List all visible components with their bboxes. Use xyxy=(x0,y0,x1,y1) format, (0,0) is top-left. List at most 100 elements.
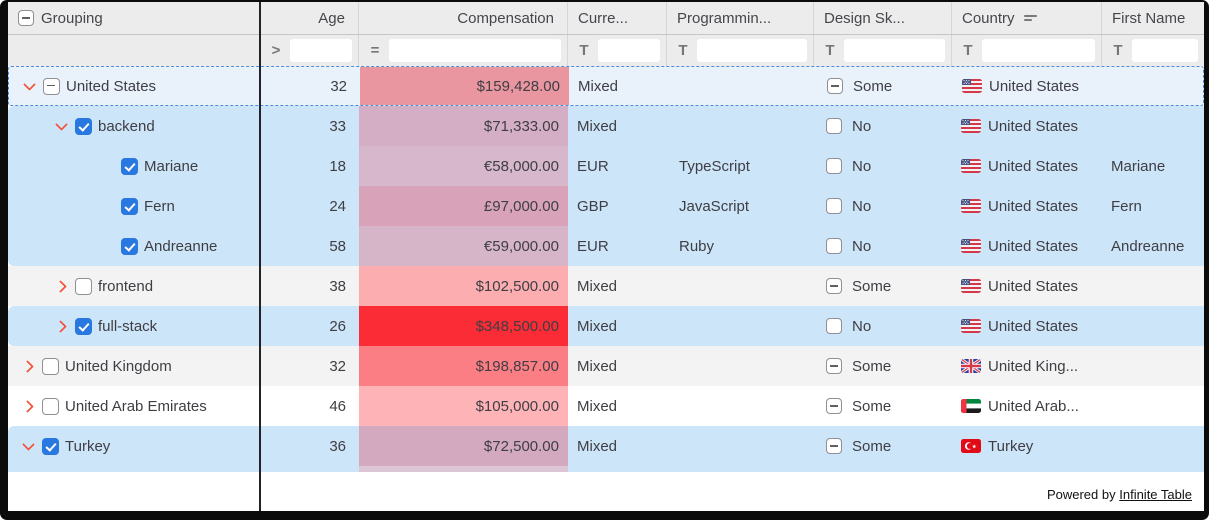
currency-cell: Mixed xyxy=(577,117,618,135)
curr-filter-input[interactable] xyxy=(598,39,660,62)
design-skills-checkbox[interactable] xyxy=(826,118,842,134)
expander-chevron-icon[interactable] xyxy=(55,119,69,133)
age-filter-input[interactable] xyxy=(290,39,352,62)
design-skills-checkbox[interactable] xyxy=(826,358,842,374)
compensation-cell: $71,333.00 xyxy=(359,106,568,146)
design-skills-checkbox[interactable] xyxy=(826,198,842,214)
first-name-cell xyxy=(1102,346,1204,386)
column-header-fname[interactable]: First Name xyxy=(1102,2,1204,34)
design-skills-checkbox[interactable] xyxy=(826,238,842,254)
collapse-all-icon[interactable] xyxy=(18,10,34,26)
table-row[interactable]: Mariane 18 €58,000.00 EUR TypeScript No … xyxy=(8,146,1204,186)
row-select-checkbox[interactable] xyxy=(121,157,138,175)
text-filter-operator-icon[interactable]: T xyxy=(678,42,688,59)
row-select-checkbox[interactable] xyxy=(42,437,59,455)
country-label: United States xyxy=(988,157,1079,175)
design-skills-cell: Some xyxy=(814,346,952,386)
partially-visible-row[interactable] xyxy=(8,466,1204,472)
row-select-checkbox[interactable] xyxy=(121,197,138,215)
country-flag-icon xyxy=(961,439,981,453)
age-cell: 33 xyxy=(329,117,346,135)
country-label: United King... xyxy=(988,357,1079,375)
table-row[interactable]: Andreanne 58 €59,000.00 EUR Ruby No Unit… xyxy=(8,226,1204,266)
row-select-checkbox[interactable] xyxy=(75,317,92,335)
column-header-comp[interactable]: Compensation xyxy=(359,2,568,34)
prog-filter-input[interactable] xyxy=(697,39,807,62)
comp-filter-input[interactable] xyxy=(389,39,561,62)
row-select-checkbox[interactable] xyxy=(75,277,92,295)
design-skills-checkbox[interactable] xyxy=(826,158,842,174)
design-skills-cell: Some xyxy=(814,386,952,426)
column-header-prog[interactable]: Programmin... xyxy=(667,2,814,34)
column-header-curr[interactable]: Curre... xyxy=(568,2,667,34)
country-cell xyxy=(952,466,1102,472)
expander-chevron-icon[interactable] xyxy=(22,399,36,413)
row-select-checkbox[interactable] xyxy=(75,117,92,135)
programming-cell xyxy=(667,426,814,466)
age-cell: 58 xyxy=(329,237,346,255)
table-header-row: Grouping Age Compensation Curre... Programmi… xyxy=(8,2,1204,35)
design-skills-checkbox[interactable] xyxy=(826,398,842,414)
design-skills-label: No xyxy=(852,117,872,135)
row-select-checkbox[interactable] xyxy=(42,397,59,415)
row-select-checkbox[interactable] xyxy=(43,77,60,95)
column-header-design[interactable]: Design Sk... xyxy=(814,2,952,34)
column-header-label: Age xyxy=(318,9,345,27)
expander-chevron-icon[interactable] xyxy=(22,359,36,373)
table-row[interactable]: frontend 38 $102,500.00 Mixed Some Unite… xyxy=(8,266,1204,306)
design-skills-cell: No xyxy=(814,186,952,226)
design-skills-checkbox[interactable] xyxy=(826,438,842,454)
country-label: United States xyxy=(988,317,1079,335)
text-filter-operator-icon[interactable]: T xyxy=(963,42,973,59)
country-filter-input[interactable] xyxy=(982,39,1095,62)
group-cell: Andreanne xyxy=(8,226,260,266)
table-row[interactable]: full-stack 26 $348,500.00 Mixed No Unite… xyxy=(8,306,1204,346)
text-filter-operator-icon[interactable]: T xyxy=(825,42,835,59)
equals-operator-icon[interactable]: = xyxy=(370,42,380,59)
table-row[interactable]: United Kingdom 32 $198,857.00 Mixed Some… xyxy=(8,346,1204,386)
country-cell: United States xyxy=(952,106,1102,146)
table-row[interactable]: United Arab Emirates 46 $105,000.00 Mixe… xyxy=(8,386,1204,426)
greater-than-operator-icon[interactable]: > xyxy=(271,42,281,59)
column-header-group[interactable]: Grouping xyxy=(8,2,260,34)
design-filter-input[interactable] xyxy=(844,39,945,62)
table-row[interactable]: United States 32 $159,428.00 Mixed Some … xyxy=(8,66,1204,106)
design-skills-cell: Some xyxy=(814,266,952,306)
column-header-country[interactable]: Country xyxy=(952,2,1102,34)
expander-chevron-icon[interactable] xyxy=(55,319,69,333)
powered-by-text: Powered by xyxy=(1046,487,1116,502)
design-skills-label: Some xyxy=(852,357,892,375)
design-skills-checkbox[interactable] xyxy=(827,78,843,94)
table-body: United States 32 $159,428.00 Mixed Some … xyxy=(8,66,1204,472)
infinite-table-link[interactable]: Infinite Table xyxy=(1119,487,1192,502)
table-row[interactable]: Turkey 36 $72,500.00 Mixed Some Turkey xyxy=(8,426,1204,466)
country-label: United States xyxy=(989,77,1080,95)
first-name-cell: Andreanne xyxy=(1111,237,1185,255)
design-skills-label: No xyxy=(852,317,872,335)
sort-icon[interactable] xyxy=(1023,15,1037,21)
age-cell: 18 xyxy=(329,157,346,175)
text-filter-operator-icon[interactable]: T xyxy=(1113,42,1123,59)
text-filter-operator-icon[interactable]: T xyxy=(579,42,589,59)
table-row[interactable]: Fern 24 £97,000.00 GBP JavaScript No Uni… xyxy=(8,186,1204,226)
table-row[interactable]: backend 33 $71,333.00 Mixed No United St… xyxy=(8,106,1204,146)
expander-chevron-icon[interactable] xyxy=(55,279,69,293)
pinned-column-separator[interactable] xyxy=(259,2,261,511)
programming-cell xyxy=(667,106,814,146)
expander-chevron-icon[interactable] xyxy=(22,439,36,453)
filter-cell-age: > xyxy=(260,35,359,66)
design-skills-checkbox[interactable] xyxy=(826,318,842,334)
column-header-label: Curre... xyxy=(578,9,629,27)
design-skills-label: Some xyxy=(852,397,892,415)
column-header-age[interactable]: Age xyxy=(260,2,359,34)
expander-chevron-icon[interactable] xyxy=(23,79,37,93)
row-select-checkbox[interactable] xyxy=(42,357,59,375)
age-cell: 32 xyxy=(329,357,346,375)
currency-cell xyxy=(568,466,667,472)
first-name-cell xyxy=(1102,466,1204,472)
fname-filter-input[interactable] xyxy=(1132,39,1198,62)
design-skills-label: No xyxy=(852,157,872,175)
row-select-checkbox[interactable] xyxy=(121,237,138,255)
design-skills-checkbox[interactable] xyxy=(826,278,842,294)
